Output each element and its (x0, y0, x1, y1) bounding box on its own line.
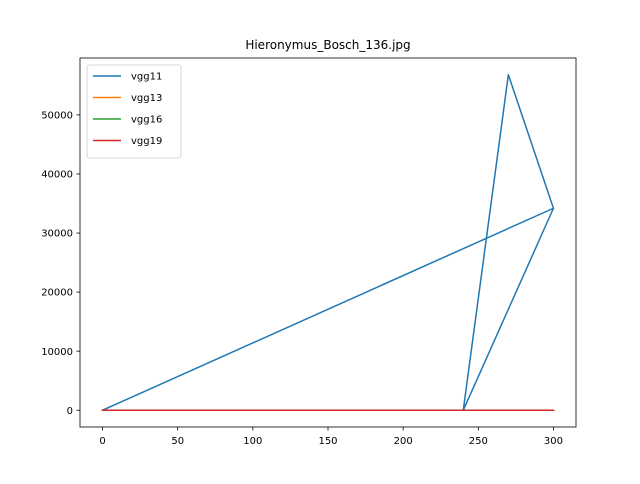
x-tick-label: 150 (318, 436, 337, 447)
x-axis: 0 50 100 150 200 250 300 (99, 427, 563, 447)
plot-area (79, 57, 577, 428)
x-tick-label: 100 (243, 436, 262, 447)
x-tick-label: 250 (469, 436, 488, 447)
y-tick-label: 10000 (41, 347, 73, 358)
x-tick-label: 50 (171, 436, 184, 447)
legend-label-vgg11: vgg11 (131, 72, 162, 83)
x-tick-label: 0 (99, 436, 105, 447)
legend-label-vgg13: vgg13 (131, 93, 162, 104)
x-tick-label: 200 (394, 436, 413, 447)
legend-label-vgg16: vgg16 (131, 115, 162, 126)
y-tick-label: 30000 (41, 229, 73, 240)
legend-label-vgg19: vgg19 (131, 136, 162, 147)
y-axis: 0 10000 20000 30000 40000 50000 (41, 111, 80, 417)
y-tick-label: 50000 (41, 111, 73, 122)
x-tick-label: 300 (544, 436, 563, 447)
y-tick-label: 0 (67, 406, 73, 417)
y-tick-label: 20000 (41, 288, 73, 299)
legend-box (86, 64, 182, 159)
y-tick-label: 40000 (41, 170, 73, 181)
legend: vgg11 vgg13 vgg16 vgg19 (86, 64, 182, 159)
chart-title: Hieronymus_Bosch_136.jpg (245, 38, 410, 52)
